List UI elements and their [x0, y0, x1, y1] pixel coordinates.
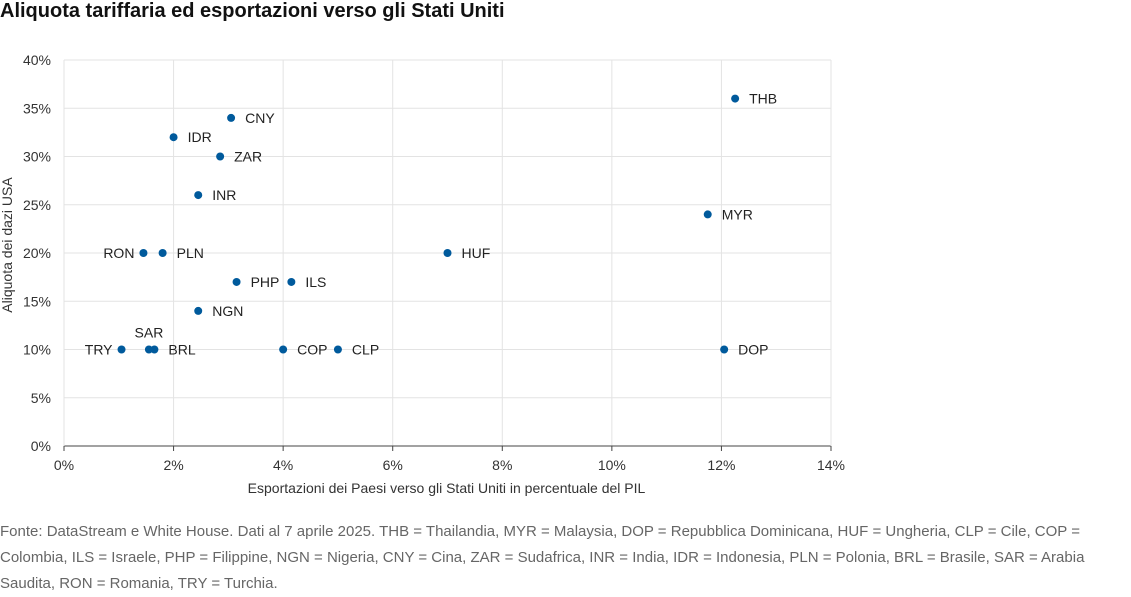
- point-label-cny: CNY: [245, 110, 275, 126]
- data-point-huf: [443, 249, 452, 257]
- x-tick-labels: 0% 2% 4% 6% 8% 10% 12% 14%: [54, 457, 845, 473]
- point-label-pln: PLN: [177, 245, 204, 261]
- data-point-brl: [150, 345, 159, 354]
- axes: [63, 60, 832, 451]
- data-point-ils: [287, 277, 296, 286]
- x-tick-label: 0%: [54, 457, 74, 473]
- data-point-php: [232, 277, 241, 286]
- y-tick-label: 15%: [23, 293, 51, 309]
- x-tick-label: 6%: [383, 457, 403, 473]
- y-tick-label: 25%: [23, 197, 51, 213]
- point-label-cop: COP: [297, 342, 327, 358]
- data-point-pln: [158, 249, 167, 257]
- point-label-ngn: NGN: [212, 303, 243, 319]
- data-point-sar: [144, 345, 153, 354]
- point-label-inr: INR: [212, 187, 236, 203]
- point-label-brl: BRL: [168, 342, 195, 358]
- point-label-clp: CLP: [352, 342, 379, 358]
- x-tick-label: 14%: [817, 457, 845, 473]
- x-tick-label: 10%: [598, 457, 626, 473]
- scatter-chart: 0% 2% 4% 6% 8% 10% 12% 14% 0% 5% 10% 15% 20% 25% 30% 3…: [0, 52, 845, 496]
- point-label-thb: THB: [749, 91, 777, 107]
- chart-title: Aliquota tariffaria ed esportazioni vers…: [0, 0, 505, 22]
- point-label-dop: DOP: [738, 342, 768, 358]
- point-label-try: TRY: [85, 342, 113, 358]
- x-tick-label: 8%: [492, 457, 512, 473]
- source-note: Fonte: DataStream e White House. Dati al…: [0, 523, 1085, 592]
- data-point-myr: [703, 210, 712, 219]
- data-point-inr: [194, 191, 203, 200]
- data-point-try: [117, 345, 126, 354]
- x-tick-label: 4%: [273, 457, 293, 473]
- x-tick-label: 2%: [163, 457, 183, 473]
- data-points: THB CNY IDR ZAR INR MYR RON PLN HUF PHP ILS NGN SAR T…: [85, 91, 777, 358]
- point-label-php: PHP: [251, 274, 280, 290]
- y-tick-label: 10%: [23, 342, 51, 358]
- point-label-huf: HUF: [462, 245, 491, 261]
- point-label-ron: RON: [103, 245, 134, 261]
- data-point-cop: [279, 345, 288, 354]
- data-point-clp: [333, 345, 342, 354]
- y-tick-labels: 0% 5% 10% 15% 20% 25% 30% 35% 40%: [23, 52, 51, 454]
- data-point-ron: [139, 249, 148, 257]
- y-tick-label: 40%: [23, 52, 51, 68]
- point-label-ils: ILS: [305, 274, 326, 290]
- point-label-zar: ZAR: [234, 149, 262, 165]
- y-tick-label: 30%: [23, 149, 51, 165]
- data-point-dop: [720, 345, 729, 354]
- data-point-zar: [216, 152, 225, 161]
- data-point-cny: [227, 113, 236, 122]
- point-label-sar: SAR: [135, 325, 164, 341]
- point-label-myr: MYR: [722, 206, 753, 222]
- y-tick-label: 0%: [31, 438, 51, 454]
- y-axis-label: Aliquota dei dazi USA: [0, 177, 15, 313]
- x-tick-label: 12%: [707, 457, 735, 473]
- y-tick-label: 20%: [23, 245, 51, 261]
- grid-lines: [64, 59, 832, 446]
- y-tick-label: 5%: [31, 390, 51, 406]
- x-axis-label: Esportazioni dei Paesi verso gli Stati U…: [248, 480, 646, 496]
- data-point-ngn: [194, 306, 203, 315]
- y-tick-label: 35%: [23, 100, 51, 116]
- data-point-thb: [731, 94, 740, 103]
- data-point-idr: [169, 133, 178, 142]
- point-label-idr: IDR: [188, 129, 212, 145]
